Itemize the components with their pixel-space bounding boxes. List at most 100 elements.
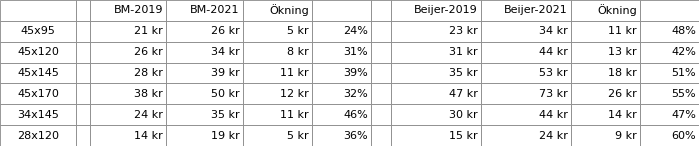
Text: 45x120: 45x120 [17,47,59,57]
Text: 5 kr: 5 kr [287,131,309,141]
Bar [570,63,640,83]
Bar [89,125,166,146]
Text: 23 kr: 23 kr [449,26,478,36]
Text: Beijer-2019: Beijer-2019 [415,5,478,15]
Text: 24 kr: 24 kr [539,131,568,141]
Text: 47 kr: 47 kr [449,89,478,99]
Text: 45x170: 45x170 [17,89,59,99]
Text: 14 kr: 14 kr [134,131,163,141]
Bar [391,63,481,83]
Bar [640,21,699,42]
Bar [481,21,570,42]
Bar [371,63,391,83]
Bar [371,0,391,21]
Bar [570,104,640,125]
Text: 12 kr: 12 kr [280,89,309,99]
Bar [391,125,481,146]
Bar [243,125,312,146]
Bar [481,104,570,125]
Text: 9 kr: 9 kr [615,131,637,141]
Bar [640,83,699,104]
Bar [243,0,312,21]
Text: 47%: 47% [671,110,696,120]
Bar [166,83,243,104]
Text: 42%: 42% [671,47,696,57]
Bar [312,21,371,42]
Bar [371,125,391,146]
Bar [76,83,89,104]
Text: 32%: 32% [343,89,368,99]
Bar [243,83,312,104]
Text: 48%: 48% [671,26,696,36]
Text: 60%: 60% [671,131,696,141]
Text: 26 kr: 26 kr [608,89,637,99]
Text: 51%: 51% [671,68,696,78]
Bar [371,21,391,42]
Bar [312,42,371,63]
Bar [0,63,76,83]
Text: 34x145: 34x145 [17,110,59,120]
Text: 18 kr: 18 kr [608,68,637,78]
Bar [481,42,570,63]
Text: Beijer-2021: Beijer-2021 [504,5,568,15]
Bar [89,104,166,125]
Bar [570,125,640,146]
Text: 28 kr: 28 kr [134,68,163,78]
Bar [391,83,481,104]
Text: BM-2021: BM-2021 [190,5,240,15]
Text: 38 kr: 38 kr [134,89,163,99]
Bar [0,125,76,146]
Bar [312,63,371,83]
Bar [570,83,640,104]
Text: 46%: 46% [343,110,368,120]
Text: 34 kr: 34 kr [539,26,568,36]
Text: 13 kr: 13 kr [608,47,637,57]
Text: 8 kr: 8 kr [287,47,309,57]
Text: 36%: 36% [343,131,368,141]
Text: 15 kr: 15 kr [449,131,478,141]
Bar [89,0,166,21]
Text: 11 kr: 11 kr [280,110,309,120]
Bar [166,125,243,146]
Bar [371,83,391,104]
Text: 34 kr: 34 kr [211,47,240,57]
Text: 44 kr: 44 kr [539,47,568,57]
Text: 44 kr: 44 kr [539,110,568,120]
Text: 11 kr: 11 kr [280,68,309,78]
Bar [312,83,371,104]
Bar [0,0,76,21]
Bar [312,0,371,21]
Text: 31%: 31% [343,47,368,57]
Bar [570,0,640,21]
Text: 73 kr: 73 kr [539,89,568,99]
Bar [640,125,699,146]
Bar [166,0,243,21]
Bar [166,21,243,42]
Bar [166,104,243,125]
Text: 11 kr: 11 kr [608,26,637,36]
Text: BM-2019: BM-2019 [114,5,163,15]
Text: 24 kr: 24 kr [134,110,163,120]
Bar [312,125,371,146]
Bar [640,0,699,21]
Text: 39%: 39% [343,68,368,78]
Bar [481,0,570,21]
Bar [0,104,76,125]
Bar [76,42,89,63]
Text: 50 kr: 50 kr [211,89,240,99]
Bar [371,104,391,125]
Text: 53 kr: 53 kr [539,68,568,78]
Bar [312,104,371,125]
Text: 14 kr: 14 kr [608,110,637,120]
Bar [243,42,312,63]
Text: 19 kr: 19 kr [211,131,240,141]
Bar [89,83,166,104]
Bar [243,104,312,125]
Bar [76,63,89,83]
Bar [570,21,640,42]
Text: 28x120: 28x120 [17,131,59,141]
Bar [481,125,570,146]
Text: 26 kr: 26 kr [211,26,240,36]
Bar [391,42,481,63]
Text: 30 kr: 30 kr [449,110,478,120]
